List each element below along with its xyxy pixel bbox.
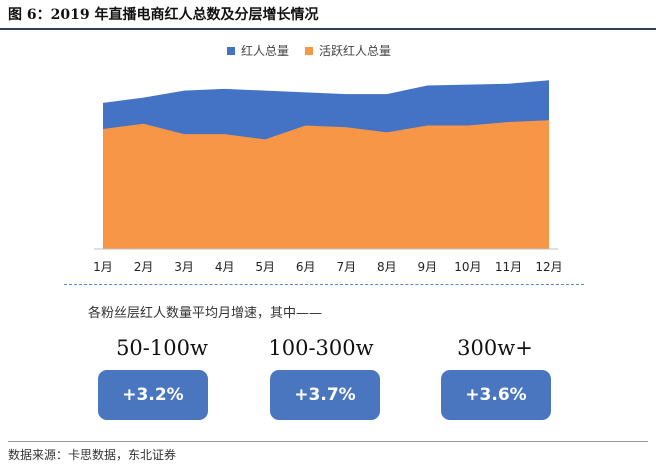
- tier-label-50-100w: 50-100w: [116, 336, 208, 360]
- legend-item-total: 红人总量: [227, 42, 289, 59]
- area-chart: 1月 2月 3月 4月 5月 6月 7月 8月 9月 10月 11月 12月: [93, 80, 563, 274]
- tier-badge-50-100w: +3.2%: [98, 370, 208, 420]
- tier-label-100-300w: 100-300w: [268, 336, 374, 360]
- x-tick-label: 3月: [174, 260, 194, 274]
- x-tick-label: 7月: [336, 260, 356, 274]
- x-tick-label: 5月: [255, 260, 275, 274]
- x-tick-label: 6月: [296, 260, 316, 274]
- tier-badge-100-300w: +3.7%: [270, 370, 380, 420]
- legend-label-total: 红人总量: [241, 44, 290, 58]
- series-area-active: [103, 120, 549, 250]
- legend-label-active: 活跃红人总量: [319, 44, 392, 58]
- x-tick-label: 2月: [134, 260, 154, 274]
- x-tick-label: 11月: [495, 260, 522, 274]
- tier-badge-300w-plus: +3.6%: [441, 370, 551, 420]
- legend-item-active: 活跃红人总量: [305, 42, 391, 59]
- x-tick-label: 10月: [454, 260, 481, 274]
- title-bar: 图 6：2019 年直播电商红人总数及分层增长情况: [0, 0, 656, 30]
- source-note: 数据来源：卡思数据，东北证券: [8, 441, 648, 463]
- x-tick-label: 4月: [215, 260, 235, 274]
- tier-label-300w-plus: 300w+: [457, 336, 533, 360]
- x-tick-label: 12月: [535, 260, 562, 274]
- x-tick-label: 8月: [377, 260, 397, 274]
- x-tick-label: 1月: [93, 260, 113, 274]
- legend-swatch-active: [305, 46, 314, 55]
- legend-swatch-total: [227, 46, 235, 55]
- section-divider: [64, 284, 584, 285]
- figure-title: 图 6：2019 年直播电商红人总数及分层增长情况: [8, 7, 319, 23]
- growth-note: 各粉丝层红人数量平均月增速，其中——: [88, 306, 323, 321]
- x-tick-label: 9月: [418, 260, 438, 274]
- chart-legend: 红人总量 活跃红人总量: [227, 42, 391, 59]
